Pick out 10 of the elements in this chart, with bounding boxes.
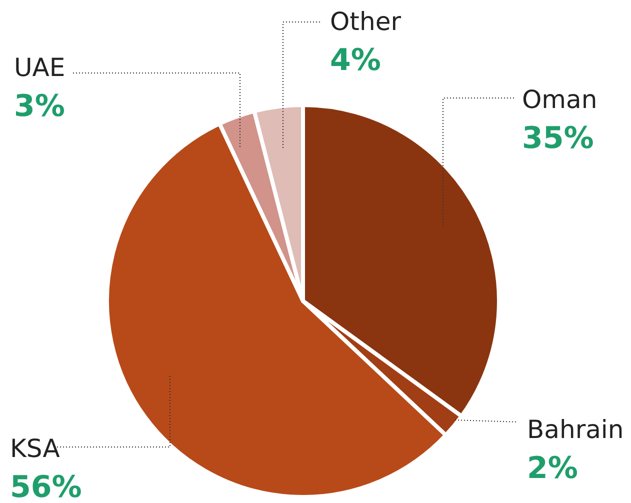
data-label: 3% <box>14 89 65 124</box>
data-label: 35% <box>522 121 594 156</box>
slice-label: UAE <box>14 53 66 82</box>
data-label: 56% <box>10 470 82 503</box>
data-label: 4% <box>330 43 381 78</box>
slice-label: KSA <box>10 434 60 463</box>
slice-label: Oman <box>522 85 598 114</box>
slice-label: Bahrain <box>527 415 624 444</box>
slice-label: Other <box>330 7 402 36</box>
data-label: 2% <box>527 451 578 486</box>
